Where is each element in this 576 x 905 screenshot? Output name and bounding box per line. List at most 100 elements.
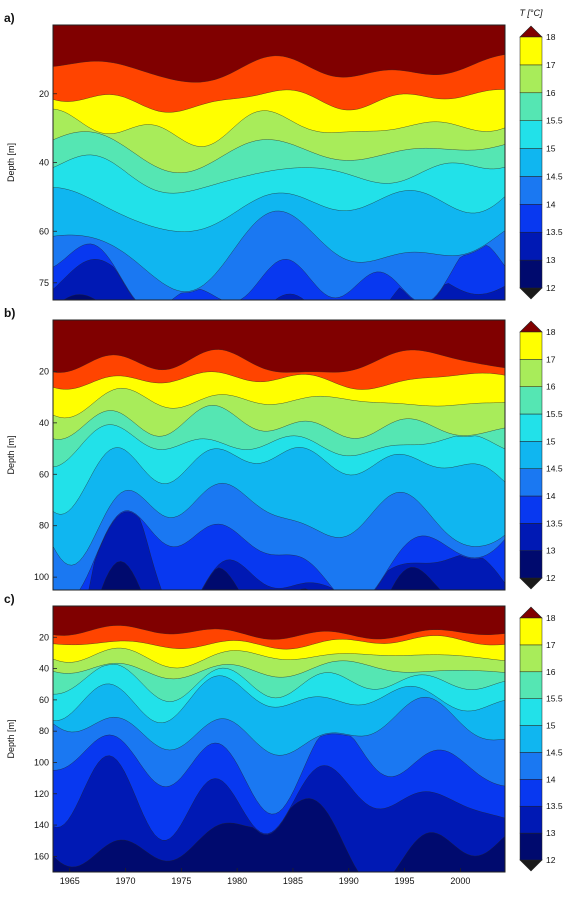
- colorbar-swatch: [519, 259, 543, 289]
- colorbar-swatch: [519, 64, 543, 94]
- y-tick-label: 60: [39, 226, 49, 236]
- colorbar-extend-top: [519, 606, 543, 619]
- y-tick-label: 80: [39, 521, 49, 531]
- colorbar-swatch: [519, 441, 543, 469]
- y-tick-label: 20: [39, 366, 49, 376]
- colorbar-swatch: [519, 550, 543, 579]
- colorbar-tick-label: 12: [546, 283, 556, 293]
- y-tick-label: 120: [34, 789, 49, 799]
- colorbar-swatch: [519, 698, 543, 726]
- colorbar-tick-label: 15: [546, 436, 556, 446]
- panel-2: b) Depth [m] 20 40 60 80 100 12 13 13.5 14 14.5 15 15…: [4, 306, 563, 591]
- x-tick-label: 1995: [395, 876, 415, 886]
- y-axis-label: Depth [m]: [6, 435, 16, 474]
- y-tick-label: 75: [39, 278, 49, 288]
- contour-field: [53, 606, 505, 872]
- contour-band-9: [88, 511, 505, 590]
- contour-field: [53, 320, 505, 590]
- contour-band-10: [53, 798, 505, 872]
- colorbar-swatch: [519, 120, 543, 149]
- y-tick-label: 60: [39, 469, 49, 479]
- colorbar-swatch: [519, 671, 543, 699]
- colorbar-swatch: [519, 644, 543, 673]
- colorbar-swatch: [519, 92, 543, 121]
- colorbar-swatch: [519, 36, 543, 66]
- panel-1: a)Depth [m]20406075121313.51414.51515.51…: [4, 8, 563, 301]
- colorbar-tick-label: 18: [546, 613, 556, 623]
- colorbar-swatch: [519, 495, 543, 524]
- colorbar-tick-label: 13: [546, 828, 556, 838]
- colorbar-tick-label: 15.5: [546, 116, 563, 126]
- colorbar-tick-label: 14: [546, 199, 556, 209]
- x-tick-label: 2000: [450, 876, 470, 886]
- contour-field: [53, 25, 505, 300]
- colorbar-extend-bottom: [519, 577, 543, 590]
- colorbar-extend-top: [519, 320, 543, 333]
- colorbar-swatch: [519, 752, 543, 780]
- y-tick-label: 40: [39, 664, 49, 674]
- colorbar-tick-label: 18: [546, 327, 556, 337]
- y-axis-label: Depth [m]: [6, 143, 16, 182]
- colorbar-swatch: [519, 805, 543, 834]
- colorbar-tick-label: 17: [546, 640, 556, 650]
- plot-frame: [52, 319, 506, 591]
- colorbar-tick-label: 14.5: [546, 171, 563, 181]
- colorbar-extend-top: [519, 25, 543, 38]
- colorbar-swatch: [519, 468, 543, 497]
- colorbar-tick-label: 17: [546, 60, 556, 70]
- colorbar-swatch: [519, 204, 543, 233]
- colorbar-tick-label: 13: [546, 546, 556, 556]
- colorbar-swatch: [519, 176, 543, 205]
- y-tick-label: 80: [39, 726, 49, 736]
- x-tick-label: 1975: [171, 876, 191, 886]
- contour-band-10: [101, 561, 441, 590]
- y-tick-label: 100: [34, 757, 49, 767]
- colorbar-extend-bottom: [519, 287, 543, 300]
- colorbar-swatch: [519, 617, 543, 646]
- colorbar-tick-label: 13.5: [546, 227, 563, 237]
- colorbar-swatch: [519, 523, 543, 551]
- colorbar-tick-label: 15.5: [546, 409, 563, 419]
- y-tick-label: 40: [39, 158, 49, 168]
- contour-panels: a) Depth [m] 20 40 60 75 12 13 13.5 14 14.5 15 15.5 1…: [4, 8, 563, 873]
- y-tick-label: 20: [39, 632, 49, 642]
- contour-band-10: [63, 294, 303, 300]
- colorbar-extend-bottom: [519, 859, 543, 872]
- x-tick-label: 1985: [283, 876, 303, 886]
- colorbar-tick-label: 16: [546, 667, 556, 677]
- y-tick-label: 40: [39, 418, 49, 428]
- colorbar-swatch: [519, 331, 543, 360]
- y-tick-label: 60: [39, 695, 49, 705]
- panel-label: c): [4, 592, 15, 606]
- colorbar-swatch: [519, 725, 543, 753]
- colorbar-title: T [°C]: [519, 8, 543, 18]
- panel-label: a): [4, 11, 15, 25]
- x-tick-label: 1965: [60, 876, 80, 886]
- y-tick-label: 20: [39, 89, 49, 99]
- colorbar-tick-label: 15: [546, 144, 556, 154]
- colorbar-tick-label: 17: [546, 354, 556, 364]
- colorbar-tick-label: 16: [546, 382, 556, 392]
- colorbar-swatch: [519, 413, 543, 442]
- y-tick-label: 100: [34, 572, 49, 582]
- y-axis-label: Depth [m]: [6, 719, 16, 758]
- colorbar-tick-label: 18: [546, 32, 556, 42]
- contour-band-9: [53, 755, 505, 872]
- plot-frame: [52, 605, 506, 873]
- x-tick-label: 1990: [339, 876, 359, 886]
- colorbar-tick-label: 14: [546, 491, 556, 501]
- colorbar: 12 13 13.5 14 14.5 15 15.5 16 17 18 T [°C]: [519, 8, 563, 300]
- colorbar-swatch: [519, 231, 543, 261]
- colorbar-tick-label: 14.5: [546, 747, 563, 757]
- colorbar-swatch: [519, 779, 543, 807]
- colorbar-tick-label: 13.5: [546, 801, 563, 811]
- colorbar-tick-label: 14.5: [546, 464, 563, 474]
- colorbar-tick-label: 16: [546, 88, 556, 98]
- colorbar: 12 13 13.5 14 14.5 15 15.5 16 17 18: [519, 320, 563, 590]
- colorbar-swatch: [519, 359, 543, 387]
- panel-label: b): [4, 306, 15, 320]
- colorbar-swatch: [519, 832, 543, 861]
- colorbar-swatch: [519, 148, 543, 177]
